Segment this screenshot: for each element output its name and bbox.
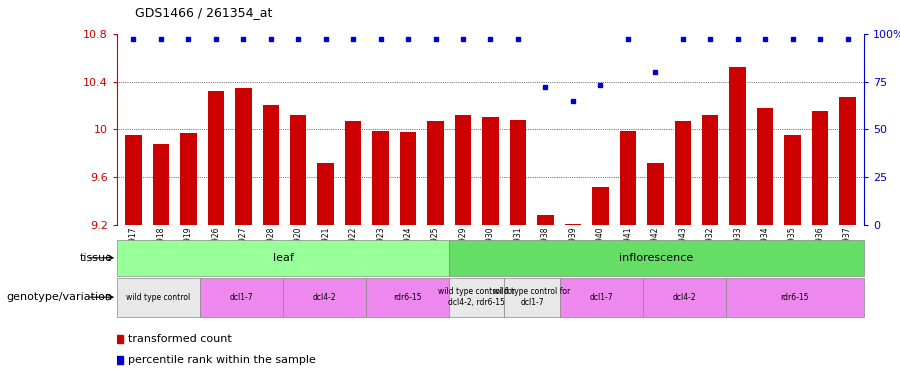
Bar — [283, 278, 366, 317]
Bar — [117, 240, 449, 276]
Bar — [117, 278, 200, 317]
Bar — [785, 135, 801, 225]
Bar — [449, 240, 864, 276]
Text: rdr6-15: rdr6-15 — [780, 292, 809, 302]
Text: dcl4-2: dcl4-2 — [312, 292, 337, 302]
Text: leaf: leaf — [273, 253, 293, 263]
Bar — [428, 121, 444, 225]
Bar — [592, 187, 608, 225]
Bar — [619, 130, 636, 225]
Bar — [180, 133, 196, 225]
Bar — [263, 105, 279, 225]
Bar — [643, 278, 725, 317]
Text: wild type control for
dcl4-2, rdr6-15: wild type control for dcl4-2, rdr6-15 — [438, 288, 516, 307]
Text: genotype/variation: genotype/variation — [6, 292, 112, 302]
Text: wild type control for
dcl1-7: wild type control for dcl1-7 — [493, 288, 571, 307]
Bar — [208, 91, 224, 225]
Bar — [454, 115, 472, 225]
Bar — [757, 108, 773, 225]
Bar — [290, 115, 307, 225]
Text: dcl1-7: dcl1-7 — [590, 292, 613, 302]
Bar — [400, 132, 417, 225]
Bar — [564, 224, 581, 225]
Bar — [509, 120, 526, 225]
Bar — [729, 67, 746, 225]
Bar — [537, 215, 554, 225]
Bar — [235, 87, 252, 225]
Bar — [840, 97, 856, 225]
Bar — [674, 121, 691, 225]
Bar — [125, 135, 141, 225]
Text: dcl1-7: dcl1-7 — [230, 292, 253, 302]
Text: rdr6-15: rdr6-15 — [393, 292, 422, 302]
Bar — [318, 163, 334, 225]
Bar — [725, 278, 864, 317]
Bar — [504, 278, 560, 317]
Bar — [647, 163, 663, 225]
Text: inflorescence: inflorescence — [619, 253, 694, 263]
Bar — [153, 144, 169, 225]
Bar — [560, 278, 643, 317]
Bar — [373, 130, 389, 225]
Bar — [200, 278, 283, 317]
Bar — [812, 111, 828, 225]
Bar — [702, 115, 718, 225]
Bar — [482, 117, 499, 225]
Text: wild type control: wild type control — [126, 292, 191, 302]
Text: percentile rank within the sample: percentile rank within the sample — [128, 355, 316, 365]
Bar — [366, 278, 449, 317]
Text: tissue: tissue — [79, 253, 112, 263]
Text: dcl4-2: dcl4-2 — [672, 292, 696, 302]
Text: transformed count: transformed count — [128, 334, 232, 344]
Bar — [345, 121, 362, 225]
Bar — [449, 278, 504, 317]
Text: GDS1466 / 261354_at: GDS1466 / 261354_at — [135, 6, 273, 19]
